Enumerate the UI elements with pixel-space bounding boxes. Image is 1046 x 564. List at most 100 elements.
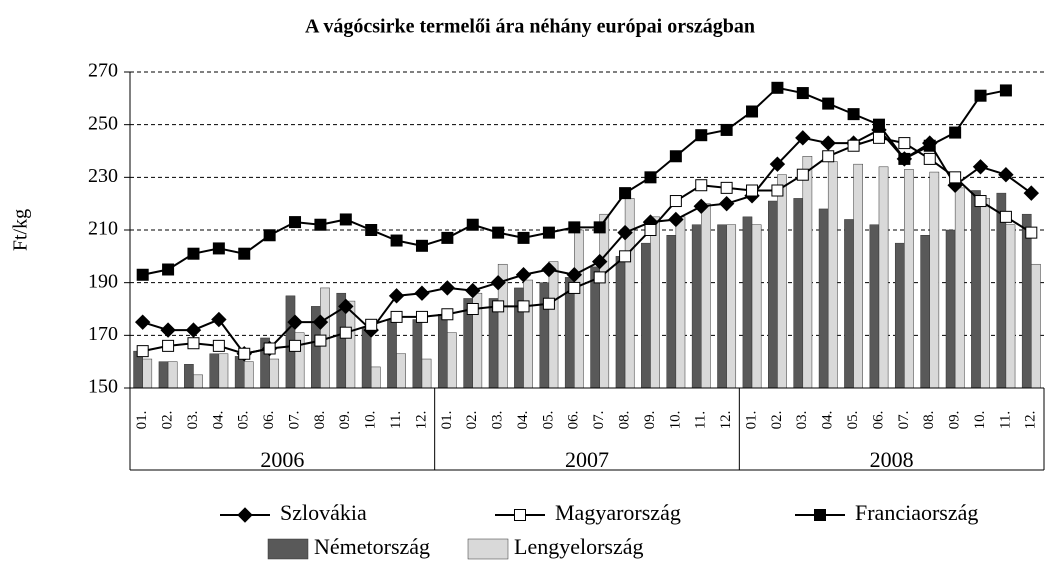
marker <box>388 288 405 304</box>
marker <box>720 123 733 136</box>
bar <box>920 235 930 389</box>
marker <box>847 139 860 152</box>
x-tick-label: 01. <box>743 411 759 430</box>
bar <box>802 156 813 389</box>
marker <box>466 218 479 231</box>
marker <box>465 282 481 299</box>
bar <box>387 319 397 389</box>
marker <box>212 339 225 352</box>
group-label: 2007 <box>565 447 609 472</box>
marker <box>390 234 403 247</box>
x-tick-label: 01. <box>439 411 455 430</box>
x-tick-label: 03. <box>490 411 506 430</box>
x-tick-label: 02. <box>160 411 176 430</box>
bar <box>768 200 778 389</box>
marker <box>999 84 1012 97</box>
x-tick-label: 10. <box>363 411 379 430</box>
x-tick-label: 08. <box>617 411 633 430</box>
x-tick-label: 12. <box>1023 411 1039 430</box>
legend-label: Franciaország <box>855 500 978 525</box>
marker <box>415 310 428 323</box>
marker <box>287 314 303 330</box>
marker <box>949 171 962 184</box>
marker <box>441 231 454 244</box>
marker <box>441 308 454 321</box>
marker <box>415 239 428 252</box>
bar <box>793 198 804 389</box>
x-tick-label: 11. <box>388 411 404 429</box>
bar <box>269 358 280 389</box>
legend-swatch <box>467 538 509 560</box>
marker <box>490 274 506 291</box>
marker <box>238 347 251 360</box>
bar <box>412 319 423 389</box>
x-tick-label: 04. <box>820 411 836 430</box>
x-tick-label: 05. <box>236 411 252 430</box>
marker <box>160 322 176 338</box>
bar <box>954 187 965 389</box>
legend-marker <box>514 509 526 521</box>
bar <box>142 358 153 389</box>
marker <box>390 310 403 323</box>
bar <box>447 332 457 389</box>
marker <box>365 318 378 331</box>
marker <box>822 150 835 163</box>
marker <box>517 231 530 244</box>
x-tick-label: 06. <box>261 411 277 430</box>
x-tick-label: 02. <box>769 411 785 430</box>
marker <box>847 108 860 121</box>
marker <box>263 229 276 242</box>
marker <box>998 166 1014 183</box>
marker <box>796 87 809 100</box>
x-tick-label: 04. <box>515 411 531 430</box>
bar <box>396 353 406 389</box>
group-label: 2006 <box>260 447 304 472</box>
bar <box>751 224 762 389</box>
bar <box>701 203 711 389</box>
bar <box>666 235 677 389</box>
marker <box>720 181 733 194</box>
marker <box>644 224 657 236</box>
marker <box>769 156 786 172</box>
bar <box>193 374 203 389</box>
marker <box>187 247 200 260</box>
marker <box>492 226 505 239</box>
legend-label: Németország <box>314 534 430 559</box>
bar <box>564 277 575 389</box>
marker <box>1023 185 1040 201</box>
marker <box>695 129 708 142</box>
marker <box>517 300 530 313</box>
chart-title: A vágócsirke termelői ára néhány európai… <box>305 16 755 38</box>
bar <box>827 161 838 389</box>
marker <box>718 195 735 212</box>
marker <box>593 271 606 284</box>
x-tick-label: 02. <box>464 411 480 430</box>
x-tick-label: 12. <box>718 411 734 430</box>
marker <box>872 131 885 144</box>
marker <box>898 152 911 165</box>
bar <box>691 224 702 389</box>
legend-marker <box>814 509 826 521</box>
marker <box>949 126 962 139</box>
bar <box>437 314 448 389</box>
y-tick-label: 230 <box>88 165 118 187</box>
y-tick-label: 150 <box>88 376 118 398</box>
marker <box>974 195 987 208</box>
x-tick-label: 08. <box>921 411 937 430</box>
marker <box>1025 226 1038 239</box>
bar <box>1021 213 1032 389</box>
bar <box>971 190 981 389</box>
marker <box>923 139 936 152</box>
bar <box>1005 224 1016 389</box>
marker <box>771 184 784 197</box>
marker <box>872 118 885 131</box>
x-tick-label: 03. <box>185 411 201 430</box>
bar <box>869 224 880 389</box>
marker <box>414 285 430 301</box>
x-tick-label: 09. <box>947 411 963 430</box>
marker <box>134 314 151 330</box>
marker <box>365 224 378 236</box>
bar <box>244 361 254 389</box>
marker <box>289 339 302 352</box>
